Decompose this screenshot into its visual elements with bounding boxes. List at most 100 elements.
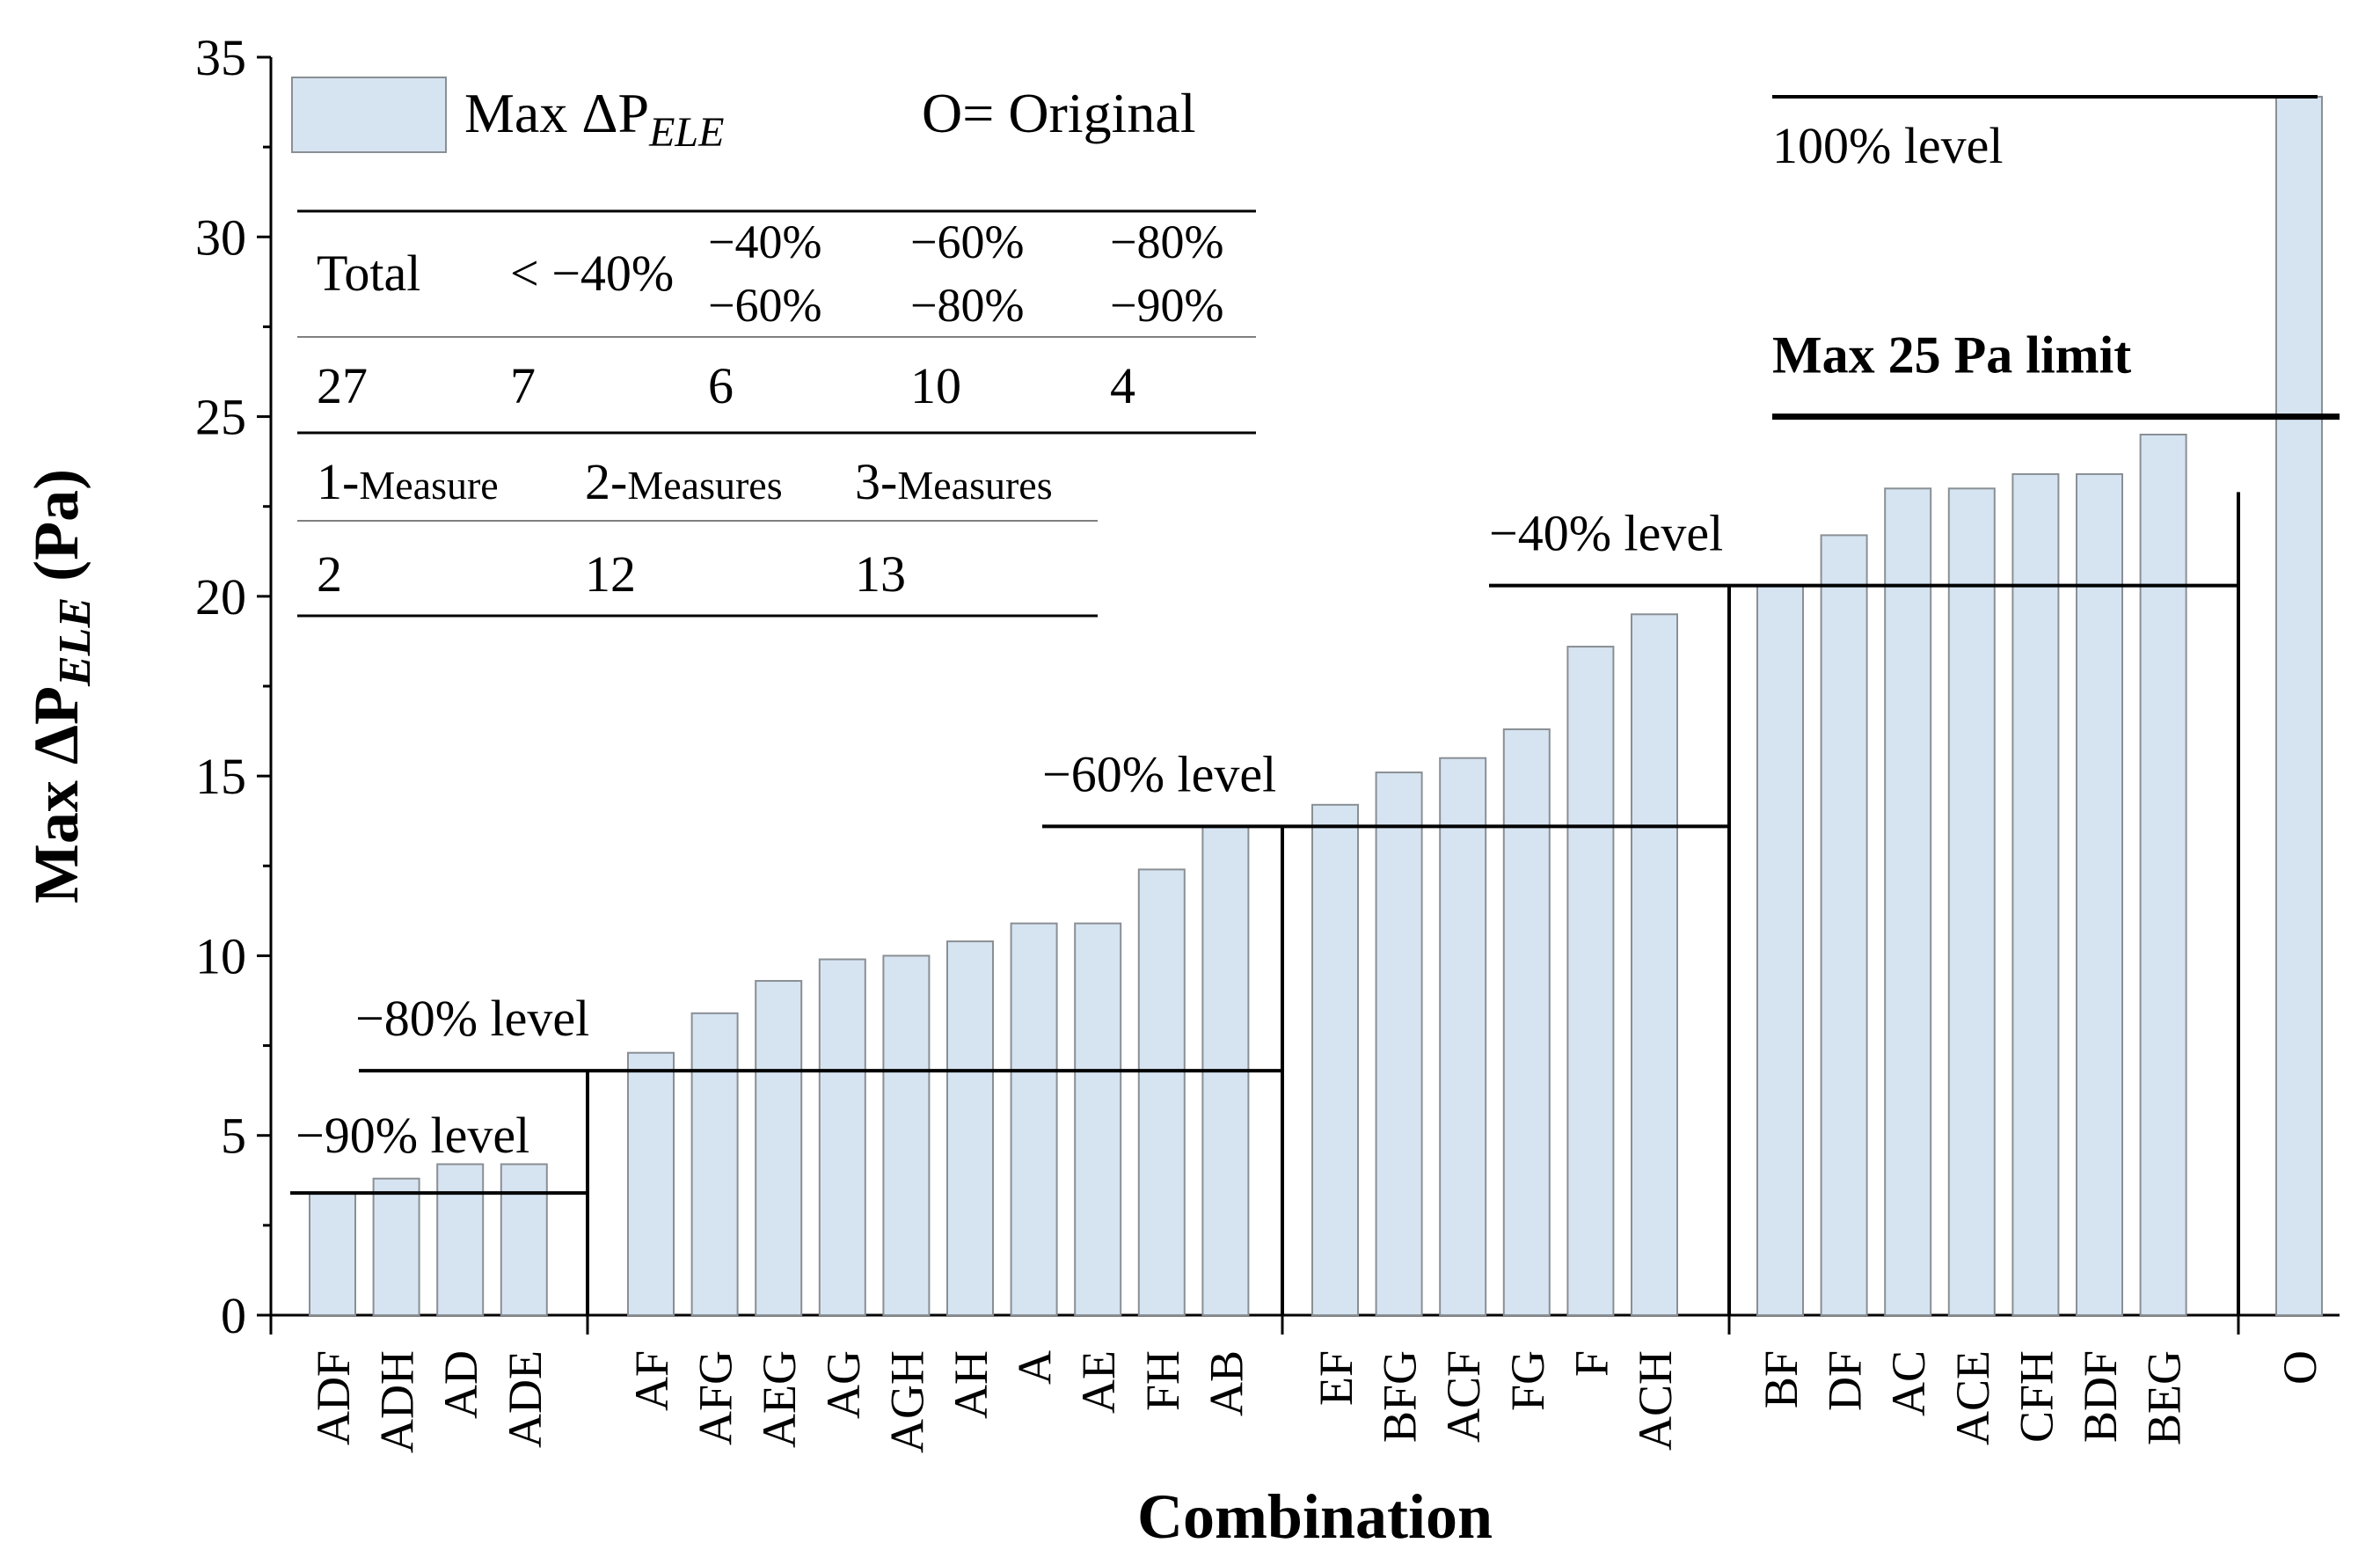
level-label-90: −90% level: [296, 1107, 529, 1164]
table-measure-value: 12: [585, 545, 636, 603]
legend-label-sub: ELE: [648, 109, 724, 156]
x-tick-labels: ADF ADH AD ADE AF AFG AEG AG AGH AH A AE FH AB EF BFG AC…: [307, 1350, 2326, 1453]
table-header-row: Total < −40% −40% −60% −60% −80% −80% −90%: [317, 216, 1223, 332]
table-measure-header-row: 1-Measure 2-Measures 3-Measures: [317, 453, 1053, 510]
measure-word: Measures: [627, 463, 782, 508]
x-tick-label: ACF: [1437, 1350, 1490, 1443]
bar-bfg: [1375, 772, 1423, 1316]
x-tick-label: EF: [1310, 1350, 1362, 1406]
bar-df: [1820, 534, 1868, 1316]
y-tick-label: 10: [195, 927, 246, 984]
level-label-60: −60% level: [1042, 745, 1276, 802]
table-header-line2: −60%: [708, 279, 821, 332]
legend: Max ΔPELE O= Original: [291, 77, 1196, 156]
x-tick-label: BEG: [2138, 1350, 2191, 1445]
table-header: < −40%: [510, 245, 674, 302]
x-tick-label: AC: [1882, 1350, 1935, 1416]
bar-ac: [1884, 487, 1932, 1316]
table-value: 10: [910, 357, 961, 414]
bar-beg: [2139, 434, 2187, 1316]
table-header-line1: −80%: [1110, 216, 1223, 268]
level-label-80: −80% level: [355, 990, 589, 1047]
legend-note: O= Original: [922, 82, 1196, 144]
table-value: 7: [510, 357, 536, 414]
level-label-40: −40% level: [1489, 505, 1723, 562]
x-axis-title: Combination: [1137, 1481, 1493, 1552]
bars: [309, 95, 2323, 1317]
x-tick-label: O: [2274, 1350, 2326, 1385]
measure-count: 2-: [585, 453, 627, 510]
x-tick-label: AE: [1072, 1350, 1125, 1414]
x-tick-label: AF: [625, 1350, 678, 1411]
measure-word: Measures: [897, 463, 1052, 508]
legend-label: Max ΔPELE: [464, 82, 724, 156]
x-tick-label: AEG: [753, 1350, 806, 1448]
bar-adh: [372, 1177, 420, 1316]
bar-fg: [1502, 728, 1551, 1316]
x-tick-label: AFG: [690, 1350, 742, 1445]
bar-a: [1010, 922, 1058, 1316]
bar-ade: [500, 1163, 548, 1317]
table-header: Total: [317, 245, 420, 302]
measure-count: 1-: [317, 453, 359, 510]
x-tick-label: BF: [1755, 1350, 1807, 1408]
bar-bdf: [2076, 472, 2123, 1316]
bar-adf: [309, 1192, 356, 1316]
summary-table: Total < −40% −40% −60% −60% −80% −80% −90% 27 7 6…: [297, 209, 1256, 618]
table-value: 4: [1110, 357, 1135, 414]
bar-acf: [1439, 757, 1487, 1316]
x-tick-label: AGH: [880, 1350, 933, 1453]
x-tick-label: AB: [1200, 1350, 1252, 1416]
bar-ae: [1074, 922, 1122, 1316]
table-value-row: 27 7 6 10 4: [317, 357, 1135, 414]
y-tick-label: 20: [195, 568, 246, 625]
bar-ace: [1947, 487, 1996, 1316]
legend-label-prefix: Max ΔP: [464, 82, 649, 144]
x-group-ticks: [269, 1315, 2240, 1335]
bar-ach: [1631, 613, 1678, 1316]
x-tick-label: BDF: [2074, 1350, 2127, 1443]
bar-ag: [818, 958, 866, 1316]
x-tick-label: FG: [1501, 1350, 1554, 1411]
table-measure-header: 2-Measures: [585, 453, 783, 510]
y-ticks: 0 5 10 15 20 25 30 35: [195, 29, 271, 1344]
bar-af: [627, 1051, 675, 1316]
bar-bf: [1756, 584, 1804, 1316]
bar-o: [2275, 95, 2323, 1316]
table-measure-value-row: 2 12 13: [317, 545, 906, 603]
x-tick-label: ADF: [307, 1350, 360, 1445]
y-tick-label: 30: [195, 208, 246, 266]
x-tick-label: ACE: [1946, 1350, 1999, 1445]
bar-cfh: [2011, 472, 2060, 1316]
table-header-line1: −40%: [708, 216, 821, 268]
legend-swatch: [291, 77, 447, 153]
bar-f: [1566, 646, 1615, 1316]
x-tick-label: ADE: [499, 1350, 551, 1448]
bar-ef: [1311, 803, 1359, 1316]
y-axis-title-prefix: Max ΔP: [21, 686, 91, 903]
x-tick-label: A: [1009, 1350, 1062, 1385]
x-tick-label: AD: [434, 1350, 487, 1419]
y-tick-label: 25: [195, 389, 246, 446]
y-axis-title: Max ΔPELE (Pa): [21, 469, 100, 903]
y-tick-label: 35: [195, 29, 246, 86]
x-tick-label: FH: [1136, 1350, 1189, 1411]
level-lines: −90% level −80% level −60% level −40% level…: [290, 94, 2340, 1315]
table-value: 27: [317, 357, 368, 414]
x-tick-label: AG: [817, 1350, 870, 1419]
table-measure-header: 1-Measure: [317, 453, 499, 510]
y-axis-title-suffix: (Pa): [21, 469, 91, 597]
x-tick-label: ACH: [1629, 1350, 1682, 1451]
y-tick-label: 5: [221, 1108, 246, 1165]
bar-ah: [946, 940, 994, 1316]
x-tick-label: BFG: [1374, 1350, 1427, 1443]
x-tick-label: DF: [1819, 1350, 1872, 1411]
table-value: 6: [708, 357, 734, 414]
bar-ad: [436, 1163, 485, 1317]
y-tick-label: 15: [195, 748, 246, 805]
measure-count: 3-: [855, 453, 897, 510]
x-tick-label: F: [1565, 1350, 1617, 1377]
level-label-100: 100% level: [1772, 117, 2004, 174]
table-measure-value: 13: [855, 545, 906, 603]
